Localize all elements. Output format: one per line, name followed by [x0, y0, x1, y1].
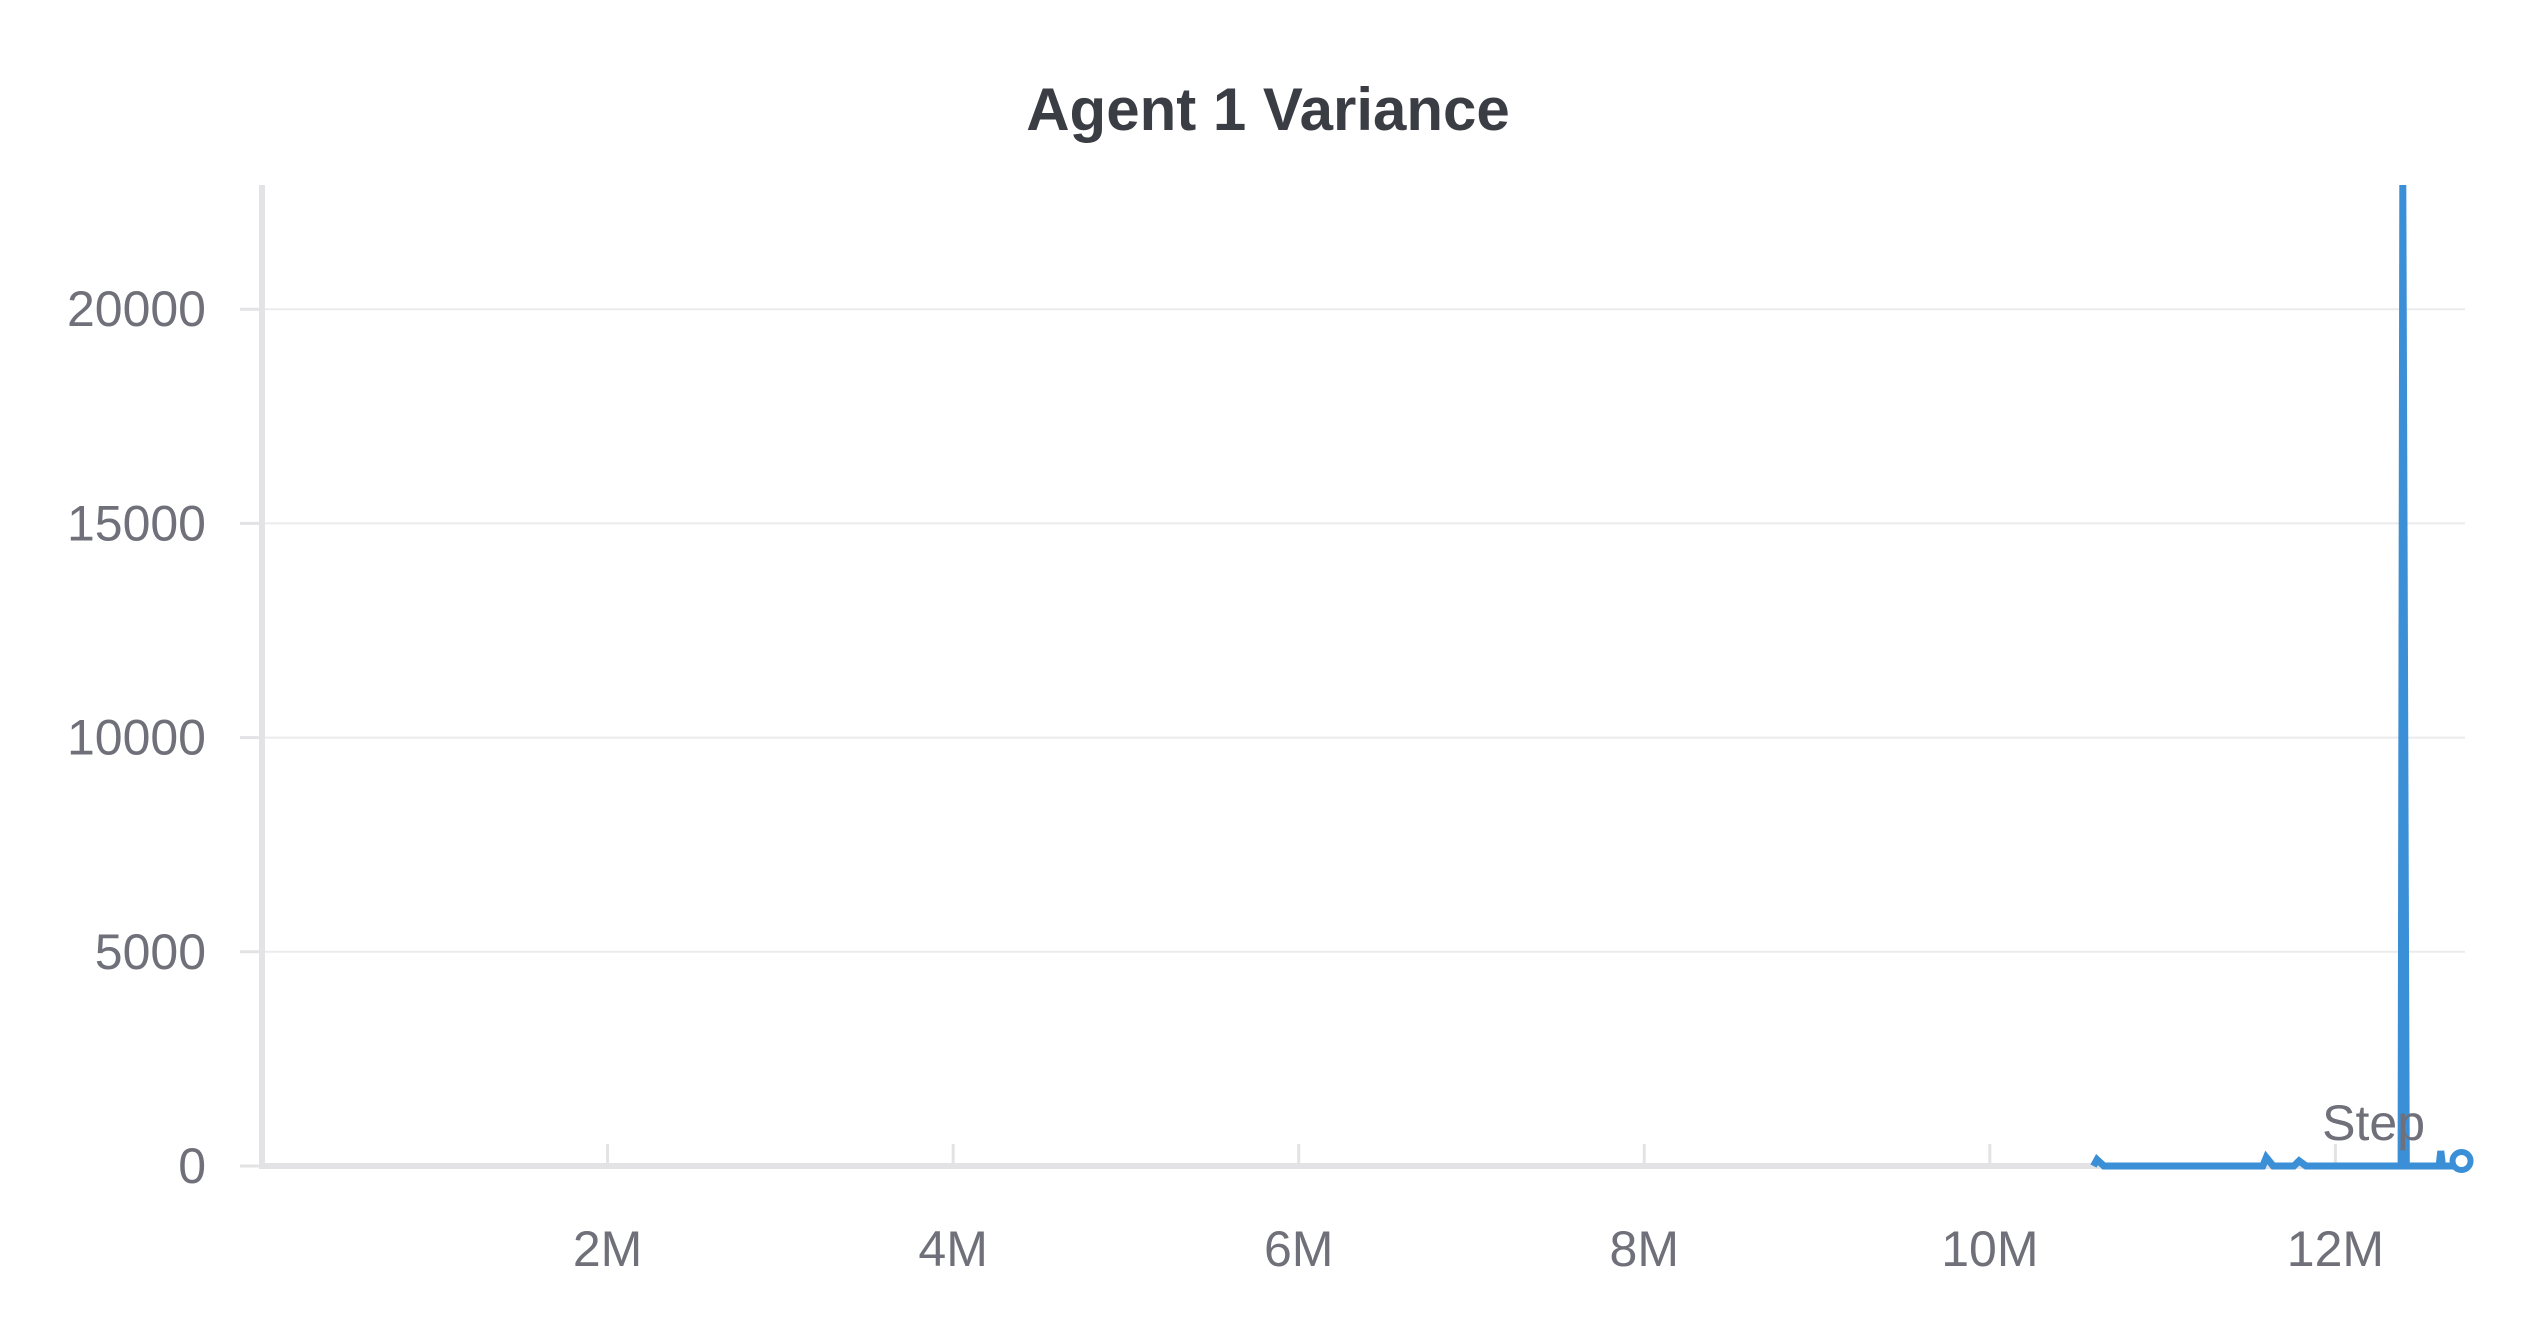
- chart-title: Agent 1 Variance: [1026, 76, 1510, 143]
- y-tick-label: 15000: [67, 495, 206, 551]
- y-tick-label: 10000: [67, 710, 206, 766]
- x-tick-label: 2M: [573, 1221, 642, 1277]
- x-tick-label: 12M: [2287, 1221, 2384, 1277]
- tick-labels: 0 5000 10000 15000 20000 2M 4M 6M 8M 10M 12M: [67, 281, 2384, 1277]
- x-tick-label: 8M: [1610, 1221, 1679, 1277]
- series-endpoint-marker: [2449, 1149, 2474, 1173]
- axes: [240, 185, 2465, 1169]
- x-tick-label: 6M: [1264, 1221, 1333, 1277]
- x-axis-title: Step: [2322, 1095, 2425, 1151]
- x-tick-label: 10M: [1941, 1221, 2038, 1277]
- y-tick-label: 5000: [95, 924, 206, 980]
- y-tick-label: 20000: [67, 281, 206, 337]
- x-tick-label: 4M: [918, 1221, 987, 1277]
- series-layer: [2090, 184, 2474, 1173]
- series-line: [2090, 184, 2462, 1170]
- y-tick-label: 0: [178, 1138, 206, 1194]
- grid-lines: [262, 308, 2465, 953]
